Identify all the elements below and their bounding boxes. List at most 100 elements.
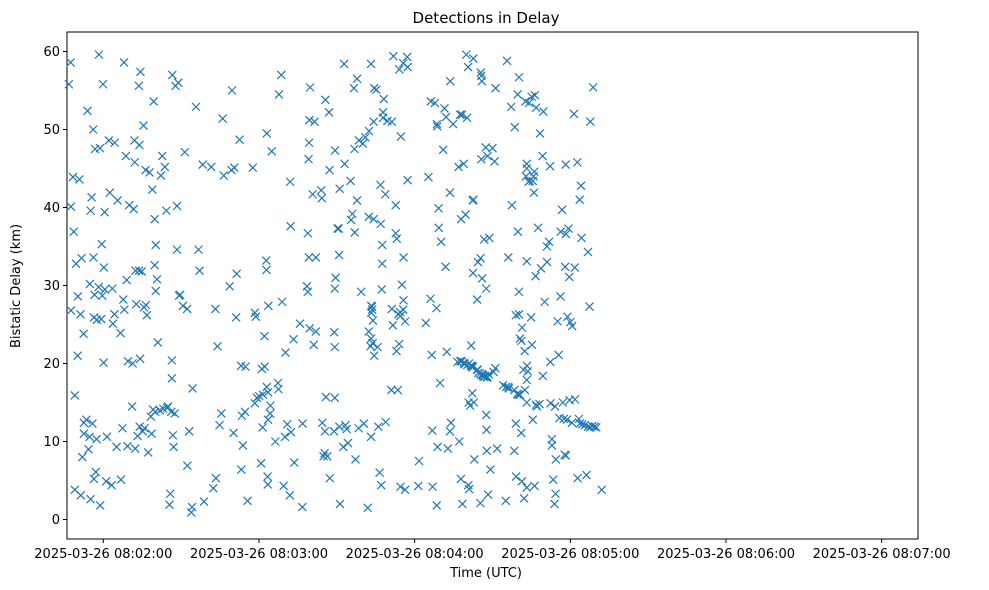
detection-point [267, 146, 277, 156]
detection-point [76, 309, 85, 319]
y-tick-label: 60 [43, 45, 60, 60]
detection-point [107, 480, 117, 490]
detection-point [464, 484, 474, 494]
detection-point [573, 473, 583, 483]
detection-point [95, 143, 105, 153]
detection-point [492, 444, 502, 453]
detection-point [567, 418, 577, 428]
detection-point [398, 305, 408, 315]
detection-point [128, 359, 138, 368]
detection-point [304, 138, 314, 148]
detection-point [320, 95, 330, 105]
detection-point [309, 340, 319, 350]
detection-point [88, 125, 98, 134]
detection-point [277, 297, 287, 307]
detection-point [535, 399, 544, 409]
detection-point [570, 394, 580, 404]
detection-point [175, 290, 185, 300]
detection-point [92, 434, 102, 444]
detection-point [366, 432, 376, 442]
detection-point [542, 242, 552, 251]
x-axis-ticks: 2025-03-26 08:02:00 2025-03-26 08:03:00 20… [34, 539, 951, 562]
detection-point [82, 415, 91, 425]
detection-point [576, 181, 586, 191]
detection-point [219, 171, 229, 180]
detection-point [517, 476, 527, 486]
detection-point [366, 59, 376, 69]
detection-point [468, 195, 478, 205]
detection-point [334, 422, 344, 432]
detection-point [79, 329, 89, 339]
detection-point [150, 260, 160, 270]
detection-point [368, 316, 378, 326]
detection-point [528, 415, 538, 425]
detection-point [229, 163, 239, 173]
detection-point [229, 428, 238, 438]
detection-point [83, 106, 92, 116]
detection-point [381, 417, 391, 427]
detection-point [329, 327, 339, 337]
detection-point [504, 384, 514, 393]
x-tick-label: 2025-03-26 08:04:00 [346, 547, 484, 562]
detection-point [367, 305, 377, 315]
detection-point [395, 482, 405, 492]
detection-point [550, 401, 560, 411]
detection-point [286, 221, 296, 231]
detection-point [554, 350, 564, 360]
detection-point [89, 252, 98, 262]
detection-point [364, 327, 374, 336]
detection-point [298, 419, 308, 428]
detection-point [188, 384, 197, 393]
detection-point [519, 494, 529, 503]
detection-point [191, 102, 201, 112]
detection-point [435, 378, 445, 388]
detection-point [468, 268, 478, 278]
detection-point [297, 502, 307, 512]
detection-point [379, 94, 389, 104]
detection-point [561, 229, 571, 239]
detection-point [335, 499, 345, 509]
detection-point [545, 357, 555, 367]
detection-point [137, 267, 147, 276]
detection-point [340, 159, 350, 169]
detection-point [79, 429, 89, 439]
detection-point [141, 300, 151, 310]
detection-point [456, 474, 466, 484]
detection-point [459, 159, 469, 169]
detection-point [375, 468, 385, 478]
detection-point [119, 57, 129, 67]
detection-point [517, 323, 527, 333]
detection-point [263, 479, 273, 489]
detection-point [96, 314, 106, 324]
detection-point [526, 313, 536, 322]
detection-point [218, 114, 228, 124]
detection-point [250, 398, 260, 408]
detection-point [513, 227, 523, 237]
detection-point [369, 351, 379, 361]
detection-point [324, 107, 334, 117]
y-axis-ticks: 0 10 20 30 40 50 60 [43, 45, 67, 528]
detection-point [350, 228, 360, 237]
detection-point [123, 441, 132, 451]
detection-point [364, 212, 374, 222]
detection-point [503, 252, 513, 262]
detection-point [256, 458, 266, 468]
detection-point [507, 200, 517, 210]
detection-point [488, 143, 497, 153]
detection-point [303, 228, 313, 238]
detection-point [516, 336, 526, 346]
detection-point [575, 419, 585, 428]
detection-point [265, 401, 275, 411]
detection-point [331, 273, 340, 283]
detection-point [70, 391, 80, 400]
detection-point [476, 68, 486, 77]
detection-point [118, 423, 127, 433]
detection-point [482, 446, 492, 456]
detection-point [304, 252, 314, 262]
detection-point [102, 432, 112, 442]
detection-point [366, 334, 376, 343]
detection-point [320, 426, 330, 436]
detection-point [551, 455, 561, 464]
detection-point [240, 407, 250, 417]
